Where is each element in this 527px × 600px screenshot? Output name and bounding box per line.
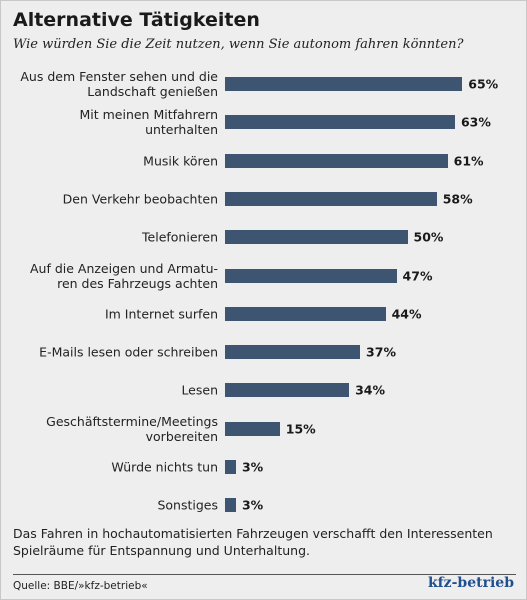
category-label: Auf die Anzeigen und Armatu- ren des Fah… <box>29 260 218 291</box>
bar <box>225 191 437 206</box>
value-label: 50% <box>413 229 444 245</box>
bar <box>225 115 455 130</box>
value-label: 58% <box>442 191 473 207</box>
bar <box>225 230 408 245</box>
bar <box>225 498 236 513</box>
logo: kfz-betrieb <box>427 575 514 591</box>
bar <box>225 77 463 91</box>
value-label: 3% <box>241 497 264 513</box>
value-label: 37% <box>366 344 396 360</box>
bar <box>225 460 236 474</box>
category-label: Telefonieren <box>142 229 218 245</box>
category-label: Den Verkehr beobachten <box>62 191 218 207</box>
value-label: 47% <box>402 268 433 283</box>
category-label: Sonstiges <box>157 497 218 513</box>
chart-title: Alternative Tätigkeiten <box>13 9 260 31</box>
category-label: Würde nichts tun <box>111 459 218 475</box>
value-label: 44% <box>391 306 422 322</box>
chart-subtitle: Wie würden Sie die Zeit nutzen, wenn Sie… <box>13 37 464 52</box>
category-label: Musik kören <box>143 153 218 169</box>
note: Das Fahren in hochautomatisierten Fahrze… <box>13 526 493 558</box>
category-label: E-Mails lesen oder schreiben <box>39 344 218 360</box>
source: Quelle: BBE/»kfz-betrieb« <box>13 580 148 592</box>
divider <box>13 574 516 575</box>
bar <box>225 306 386 321</box>
value-label: 34% <box>355 382 386 398</box>
category-label: Geschäftstermine/Meetings vorbereiten <box>46 413 218 444</box>
value-label: 65% <box>468 76 499 92</box>
category-label: Im Internet surfen <box>104 306 218 322</box>
bar <box>225 153 448 168</box>
category-label: Lesen <box>181 382 218 398</box>
value-label: 61% <box>453 153 484 169</box>
bar <box>225 421 280 436</box>
category-label: Aus dem Fenster sehen und die Landschaft… <box>20 69 218 99</box>
bar <box>225 383 350 398</box>
bar <box>225 268 397 283</box>
value-label: 63% <box>460 114 491 130</box>
value-label: 15% <box>285 421 316 437</box>
bar <box>225 345 361 360</box>
value-label: 3% <box>241 459 264 475</box>
category-label: Mit meinen Mitfahrern unterhalten <box>79 107 218 138</box>
